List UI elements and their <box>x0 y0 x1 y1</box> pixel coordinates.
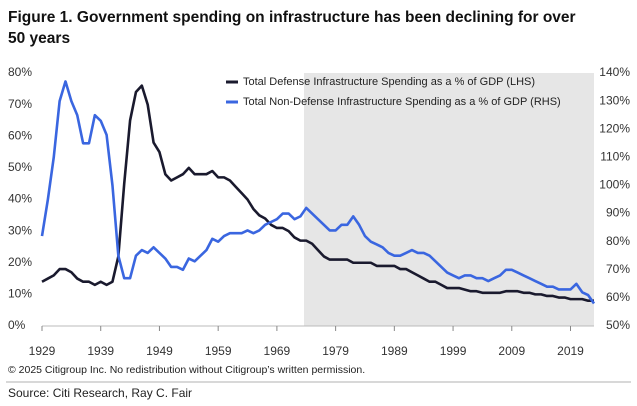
y2-tick-label: 70% <box>606 262 630 276</box>
x-tick-label: 1999 <box>440 344 467 358</box>
y2-tick-label: 110% <box>600 150 630 164</box>
shaded-period <box>304 73 594 326</box>
y-tick-label: 50% <box>8 160 32 174</box>
y-tick-label: 20% <box>8 255 32 269</box>
y2-tick-label: 140% <box>599 65 630 79</box>
chart-title-line2: 50 years <box>8 30 70 47</box>
y-tick-label: 30% <box>8 223 32 237</box>
x-tick-label: 1979 <box>322 344 349 358</box>
legend-label: Total Defense Infrastructure Spending as… <box>243 76 535 88</box>
series-line <box>41 84 594 302</box>
legend-label: Total Non-Defense Infrastructure Spendin… <box>243 96 561 108</box>
notice: © 2025 Citigroup Inc. No redistribution … <box>8 364 365 376</box>
y-tick-label: 10% <box>8 287 32 301</box>
y2-tick-label: 60% <box>606 290 630 304</box>
y2-tick-label: 80% <box>606 234 630 248</box>
y2-tick-label: 100% <box>599 178 630 192</box>
x-tick-label: 1929 <box>29 344 56 358</box>
y2-tick-label: 90% <box>606 206 630 220</box>
y-tick-label: 40% <box>8 192 32 206</box>
x-tick-label: 1939 <box>87 344 114 358</box>
y-tick-label: 0% <box>8 318 26 332</box>
chart-title: Figure 1. Government spending on infrast… <box>8 9 576 26</box>
x-tick-label: 2009 <box>498 344 525 358</box>
source: Source: Citi Research, Ray C. Fair <box>8 386 192 400</box>
x-tick-label: 2019 <box>557 344 584 358</box>
x-tick-label: 1959 <box>205 344 232 358</box>
y2-tick-label: 120% <box>599 121 630 135</box>
y2-tick-label: 130% <box>599 93 630 107</box>
y2-tick-label: 50% <box>606 318 630 332</box>
y-tick-label: 80% <box>8 65 32 79</box>
x-tick-label: 1989 <box>381 344 408 358</box>
x-tick-label: 1949 <box>146 344 173 358</box>
y-tick-label: 70% <box>8 97 32 111</box>
x-tick-label: 1969 <box>264 344 291 358</box>
series-line <box>40 80 596 305</box>
y-tick-label: 60% <box>8 128 32 142</box>
